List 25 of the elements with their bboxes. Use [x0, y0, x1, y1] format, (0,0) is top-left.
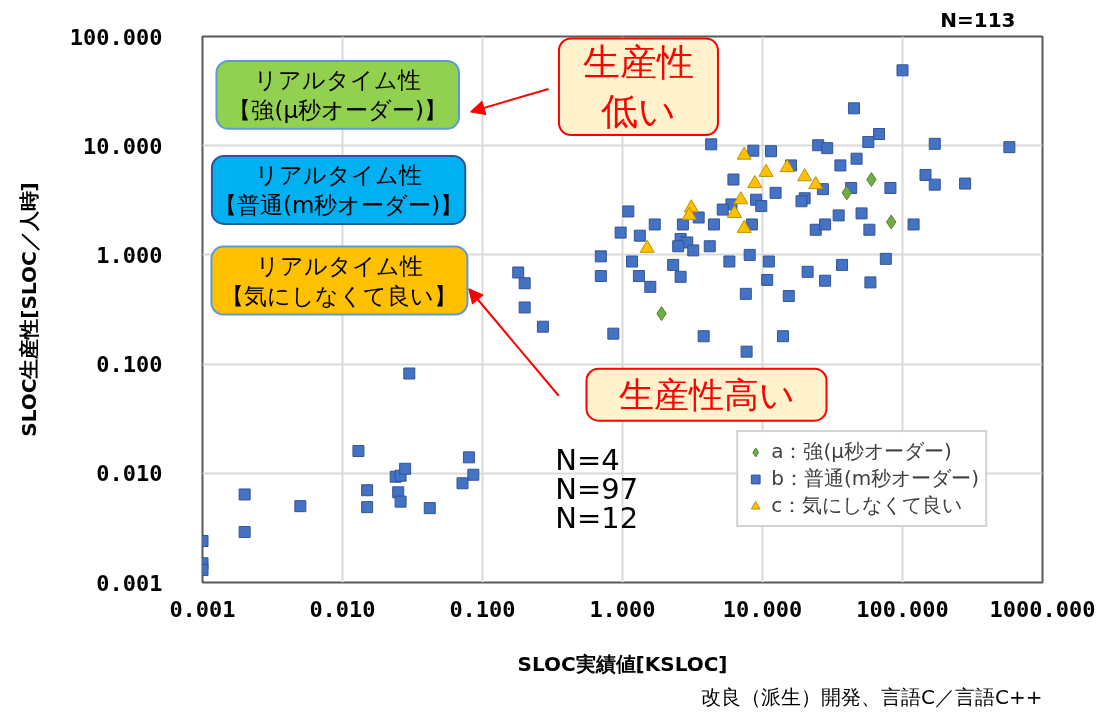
- annotation: リアルタイム性【気にしなくて良い】: [221, 252, 458, 309]
- annotation: 生産性低い: [582, 40, 694, 133]
- legend-label: a：強(μ秒オーダー): [771, 438, 952, 465]
- x-tick-label: 0.001: [169, 596, 236, 622]
- annotation: リアルタイム性【普通(m秒オーダー)】: [213, 161, 464, 218]
- y-tick-label: 100.000: [69, 24, 163, 50]
- annotation: 生産性高い: [618, 374, 795, 415]
- x-tick-label: 1.000: [589, 596, 656, 622]
- x-tick-label: 0.100: [449, 596, 516, 622]
- y-tick-label: 0.001: [96, 570, 163, 596]
- y-axis-title: SLOC生産性[SLOC／人時]: [16, 182, 41, 437]
- annotation: リアルタイム性【強(μ秒オーダー)】: [228, 66, 448, 123]
- text: 改良（派生）開発、言語C／言語C++: [701, 684, 1043, 709]
- y-tick-label: 0.100: [96, 352, 163, 378]
- y-tick-label: 0.010: [96, 461, 163, 487]
- legend-label: b：普通(m秒オーダー): [771, 465, 979, 492]
- x-axis-title: SLOC実績値[KSLOC]: [517, 651, 728, 676]
- legend-label: c：気にしなくて良い: [771, 492, 963, 519]
- x-tick-label: 1000.000: [989, 596, 1096, 622]
- text: N=113: [940, 7, 1016, 32]
- y-tick-label: 10.000: [83, 133, 163, 159]
- x-tick-label: 0.010: [309, 596, 376, 622]
- x-tick-label: 100.000: [856, 596, 949, 622]
- x-tick-label: 10.000: [722, 596, 803, 622]
- y-tick-label: 1.000: [96, 242, 163, 268]
